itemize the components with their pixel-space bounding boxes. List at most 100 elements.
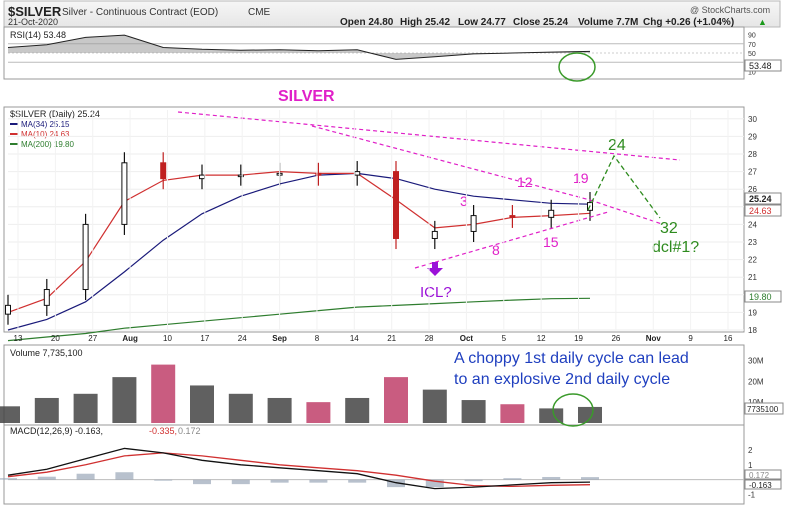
high-value: High 25.42 — [400, 17, 450, 28]
macd-lines — [7, 447, 591, 490]
projection-24-label: 24 — [608, 137, 626, 154]
macd-hist-bar — [387, 479, 405, 488]
x-tick-label: 12 — [537, 334, 546, 343]
price-tick-label: 18 — [748, 326, 757, 335]
price-tick-label: 29 — [748, 132, 757, 141]
price-panel — [3, 106, 745, 333]
x-tick-label: 14 — [350, 334, 359, 343]
macd-hist-bar — [0, 478, 17, 480]
volume-bar — [73, 393, 98, 423]
exchange-label: CME — [248, 7, 271, 18]
volume-bar — [422, 389, 447, 423]
candle-body — [431, 230, 438, 239]
macd-hist-bar — [231, 479, 250, 485]
ma10-legend: MA(10) 24.63 — [21, 130, 70, 139]
price-tick-label: 30 — [748, 115, 757, 124]
x-tick-label: 8 — [315, 334, 320, 343]
volume-bar — [151, 364, 176, 423]
count-15-label: 15 — [543, 234, 559, 250]
x-tick-label: Sep — [272, 334, 287, 343]
price-tick-label: 23 — [748, 238, 757, 247]
macd-panel — [3, 424, 745, 505]
macd-hist-bar — [37, 476, 56, 480]
volume-badge — [744, 402, 784, 415]
x-tick-label: 10 — [163, 334, 172, 343]
count-8-label: 8 — [492, 242, 500, 258]
count-3-label: 3 — [460, 193, 468, 209]
low-value: Low 24.77 — [458, 17, 506, 28]
ma10-path — [7, 170, 591, 313]
volume-bar — [228, 393, 253, 423]
x-tick-label: 16 — [724, 334, 733, 343]
x-tick-label: Aug — [122, 334, 138, 343]
close-value: Close 25.24 — [513, 17, 568, 28]
volume-bar — [539, 408, 564, 423]
macd-hist-bar — [464, 479, 483, 482]
candle-body — [470, 215, 477, 232]
ma10-badge — [744, 204, 782, 217]
volume-bar — [0, 406, 20, 423]
volume-bar — [500, 404, 525, 423]
instrument-name: Silver - Continuous Contract (EOD) — [62, 7, 218, 18]
macd-hist-bar — [76, 473, 95, 480]
ma34-line — [7, 172, 591, 331]
candle-body — [548, 209, 555, 218]
price-tick-label: 19 — [748, 308, 757, 317]
macd-hist-badge — [744, 469, 782, 480]
candle-body — [5, 304, 11, 315]
macd-path — [7, 447, 591, 490]
macd-hist-label: 0.172 — [178, 426, 201, 436]
x-tick-label: 9 — [688, 334, 693, 343]
volume-bar — [461, 400, 486, 423]
candle-body — [393, 171, 399, 239]
ma200-badge — [744, 290, 782, 303]
volume-badge-value: 7735100 — [747, 405, 779, 414]
volume-tick-label: 20M — [748, 377, 764, 386]
macd-hist-bar — [270, 479, 289, 483]
ma200-line — [7, 297, 591, 342]
candle-body — [121, 162, 128, 225]
rsi-highlight-circle — [558, 52, 596, 82]
ma200-legend: MA(200) 19.80 — [21, 140, 74, 149]
falling-trendline — [311, 125, 591, 201]
volume-bar — [578, 406, 602, 423]
volume-tick-label: 30M — [748, 356, 764, 365]
x-tick-label: 28 — [425, 334, 434, 343]
ma34-legend: MA(34) 25.15 — [21, 120, 70, 129]
price-tick-label: 28 — [748, 150, 757, 159]
macd-hist-bar — [425, 479, 444, 488]
watermark: @ StockCharts.com — [690, 5, 770, 15]
dcl-label: dcl#1? — [652, 239, 699, 256]
volume-bar — [267, 397, 292, 423]
macd-hist-bar — [581, 477, 599, 480]
x-tick-label: 21 — [387, 334, 396, 343]
macd-tick-label: 2 — [748, 446, 753, 455]
icl-arrow-icon — [427, 262, 443, 276]
x-tick-label: 13 — [14, 334, 23, 343]
volume-axis: 30M20M10M — [748, 356, 764, 407]
volume-value: Volume 7.7M — [578, 17, 638, 28]
macd-tick-label: -1 — [748, 491, 756, 500]
candle-body — [43, 289, 50, 306]
volume-bar — [34, 397, 59, 423]
symbol-label: $SILVER — [8, 4, 62, 19]
macd-tick-label: 1 — [748, 461, 753, 470]
rsi-path — [7, 34, 591, 60]
x-tick-label: Oct — [460, 334, 474, 343]
projection-path — [587, 154, 661, 219]
x-tick-label: Nov — [646, 334, 662, 343]
ma10-line — [7, 170, 591, 313]
volume-bar — [112, 377, 137, 423]
x-tick-label: 26 — [611, 334, 620, 343]
volume-label: Volume 7,735,100 — [10, 348, 83, 358]
rsi-label: RSI(14) 53.48 — [10, 30, 66, 40]
candle-body — [509, 215, 516, 218]
rsi-line — [7, 34, 591, 60]
volume-bar — [306, 402, 331, 423]
date-label: 21-Oct-2020 — [8, 17, 58, 27]
ma200-path — [7, 297, 591, 342]
candle-body — [237, 174, 244, 178]
candle-body — [160, 162, 167, 180]
